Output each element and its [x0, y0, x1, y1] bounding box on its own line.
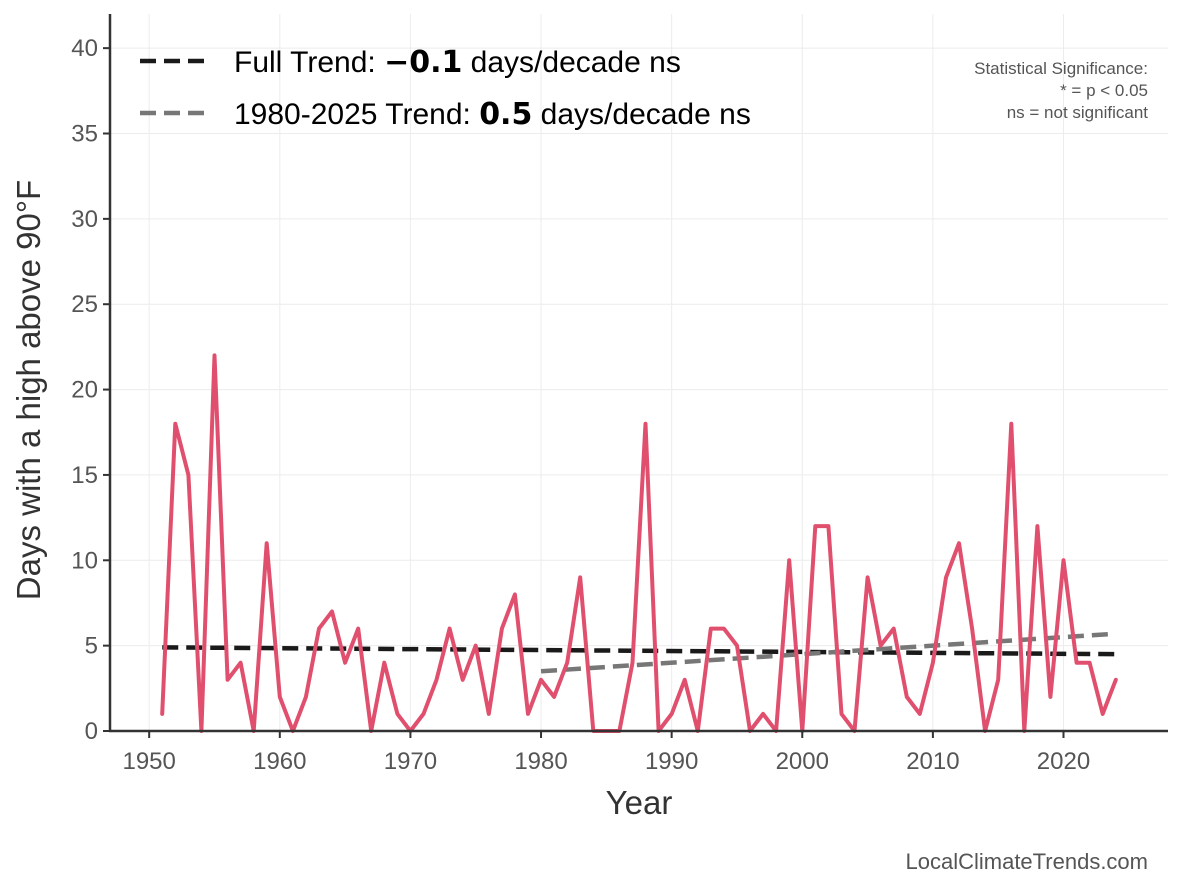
y-tick-label: 40	[71, 35, 98, 62]
x-tick-label: 1980	[514, 748, 567, 775]
y-tick-label: 5	[85, 633, 98, 660]
x-tick-label: 1970	[384, 748, 437, 775]
significance-note-line-3: ns = not significant	[1007, 103, 1149, 122]
legend: Full Trend: −0.1 days/decade ns 1980-202…	[140, 45, 751, 132]
legend-recent-trend-value: 0.5	[479, 97, 532, 132]
credit-text: LocalClimateTrends.com	[906, 849, 1149, 874]
trend-lines	[162, 631, 1116, 674]
full-trend-line	[162, 645, 1116, 657]
y-axis-title: Days with a high above 90°F	[10, 180, 47, 600]
y-tick-label: 15	[71, 462, 98, 489]
legend-full-trend-suffix: days/decade ns	[462, 46, 680, 79]
x-tick-label: 2010	[906, 748, 959, 775]
y-tick-label: 0	[85, 718, 98, 745]
significance-note-line-1: Statistical Significance:	[974, 59, 1148, 78]
y-tick-label: 35	[71, 121, 98, 148]
y-tick-label: 20	[71, 377, 98, 404]
legend-full-trend-prefix: Full Trend:	[234, 46, 384, 79]
x-tick-label: 2000	[776, 748, 829, 775]
ticks: 1950 1960 1970 1980 1990 2000 2010 2020 0 5 10 15 20…	[71, 35, 1090, 775]
series-line	[160, 353, 1118, 733]
grid	[110, 14, 1168, 732]
significance-note-line-2: * = p < 0.05	[1060, 81, 1148, 100]
legend-full-trend-value: −0.1	[384, 45, 462, 80]
x-tick-label: 1950	[122, 748, 175, 775]
x-tick-label: 1990	[645, 748, 698, 775]
x-tick-label: 2020	[1037, 748, 1090, 775]
x-tick-label: 1960	[253, 748, 306, 775]
legend-recent-trend-suffix: days/decade ns	[532, 98, 750, 131]
y-tick-label: 30	[71, 206, 98, 233]
legend-full-trend-label: Full Trend: −0.1 days/decade ns	[234, 45, 681, 80]
y-tick-label: 25	[71, 291, 98, 318]
y-tick-label: 10	[71, 547, 98, 574]
legend-recent-trend-prefix: 1980-2025 Trend:	[234, 98, 479, 131]
legend-recent-trend-label: 1980-2025 Trend: 0.5 days/decade ns	[234, 97, 751, 132]
significance-note: Statistical Significance: * = p < 0.05 n…	[974, 59, 1148, 122]
x-axis-title: Year	[606, 784, 673, 821]
